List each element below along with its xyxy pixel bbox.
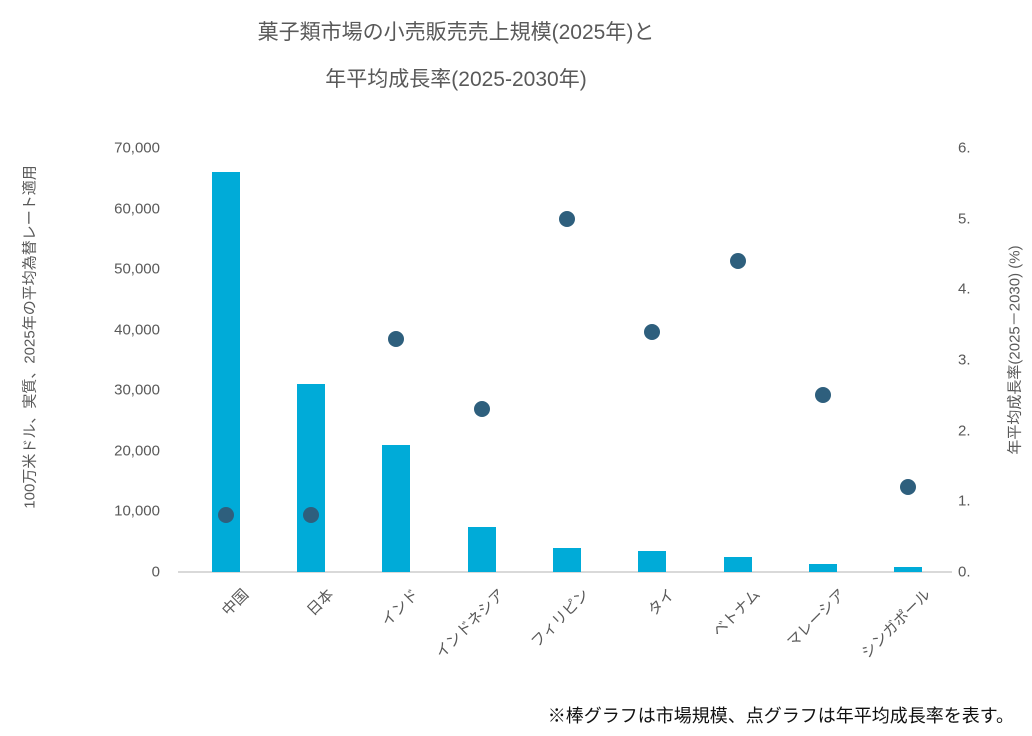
x-axis-line: [178, 571, 952, 573]
left-tick-label: 50,000: [114, 260, 160, 278]
right-tick-label: 5.: [958, 210, 971, 228]
right-tick-label: 0.: [958, 563, 971, 581]
right-tick-label: 4.: [958, 280, 971, 298]
right-axis-title: 年平均成長率(2025－2030) (%): [1006, 245, 1024, 455]
growth-rate-dot: [473, 401, 490, 418]
bar: [467, 526, 496, 572]
category-label: シンガポール: [858, 586, 935, 662]
left-axis-title: 100万米ドル、実質、2025年の平均為替レート適用: [21, 165, 39, 509]
left-tick-label: 0: [151, 563, 160, 581]
growth-rate-dot: [644, 323, 661, 340]
bar: [638, 550, 667, 572]
bar: [809, 563, 837, 572]
right-tick-label: 3.: [958, 351, 971, 369]
left-tick-label: 40,000: [114, 321, 160, 339]
growth-rate-dot: [388, 330, 405, 347]
chart-title-line2: 年平均成長率(2025-2030年): [325, 68, 587, 91]
bar: [382, 444, 411, 572]
bar: [894, 567, 923, 572]
footnote: ※棒グラフは市場規模、点グラフは年平均成長率を表す。: [547, 706, 1014, 726]
category-label-anchor: シンガポール: [750, 584, 935, 662]
growth-rate-dot: [217, 507, 234, 524]
growth-rate-dot: [559, 210, 575, 227]
chart-title: 菓子類市場の小売販売売上規模(2025年)と 年平均成長率(2025-2030年…: [0, 16, 912, 93]
growth-rate-dot: [729, 253, 746, 270]
bar: [553, 547, 581, 572]
left-tick-label: 60,000: [114, 200, 160, 218]
bar: [211, 172, 240, 572]
growth-rate-dot: [303, 507, 319, 524]
left-tick-label: 20,000: [114, 442, 160, 460]
left-tick-label: 70,000: [114, 139, 160, 157]
bar: [723, 557, 752, 572]
growth-rate-dot: [815, 387, 831, 404]
growth-rate-dot: [900, 479, 917, 496]
chart-title-line1: 菓子類市場の小売販売売上規模(2025年)と: [257, 21, 655, 44]
right-tick-label: 1.: [958, 492, 971, 510]
right-tick-label: 2.: [958, 422, 971, 440]
left-tick-label: 10,000: [114, 502, 160, 520]
bar: [297, 384, 325, 572]
right-tick-label: 6.: [958, 139, 971, 157]
left-tick-label: 30,000: [114, 381, 160, 399]
